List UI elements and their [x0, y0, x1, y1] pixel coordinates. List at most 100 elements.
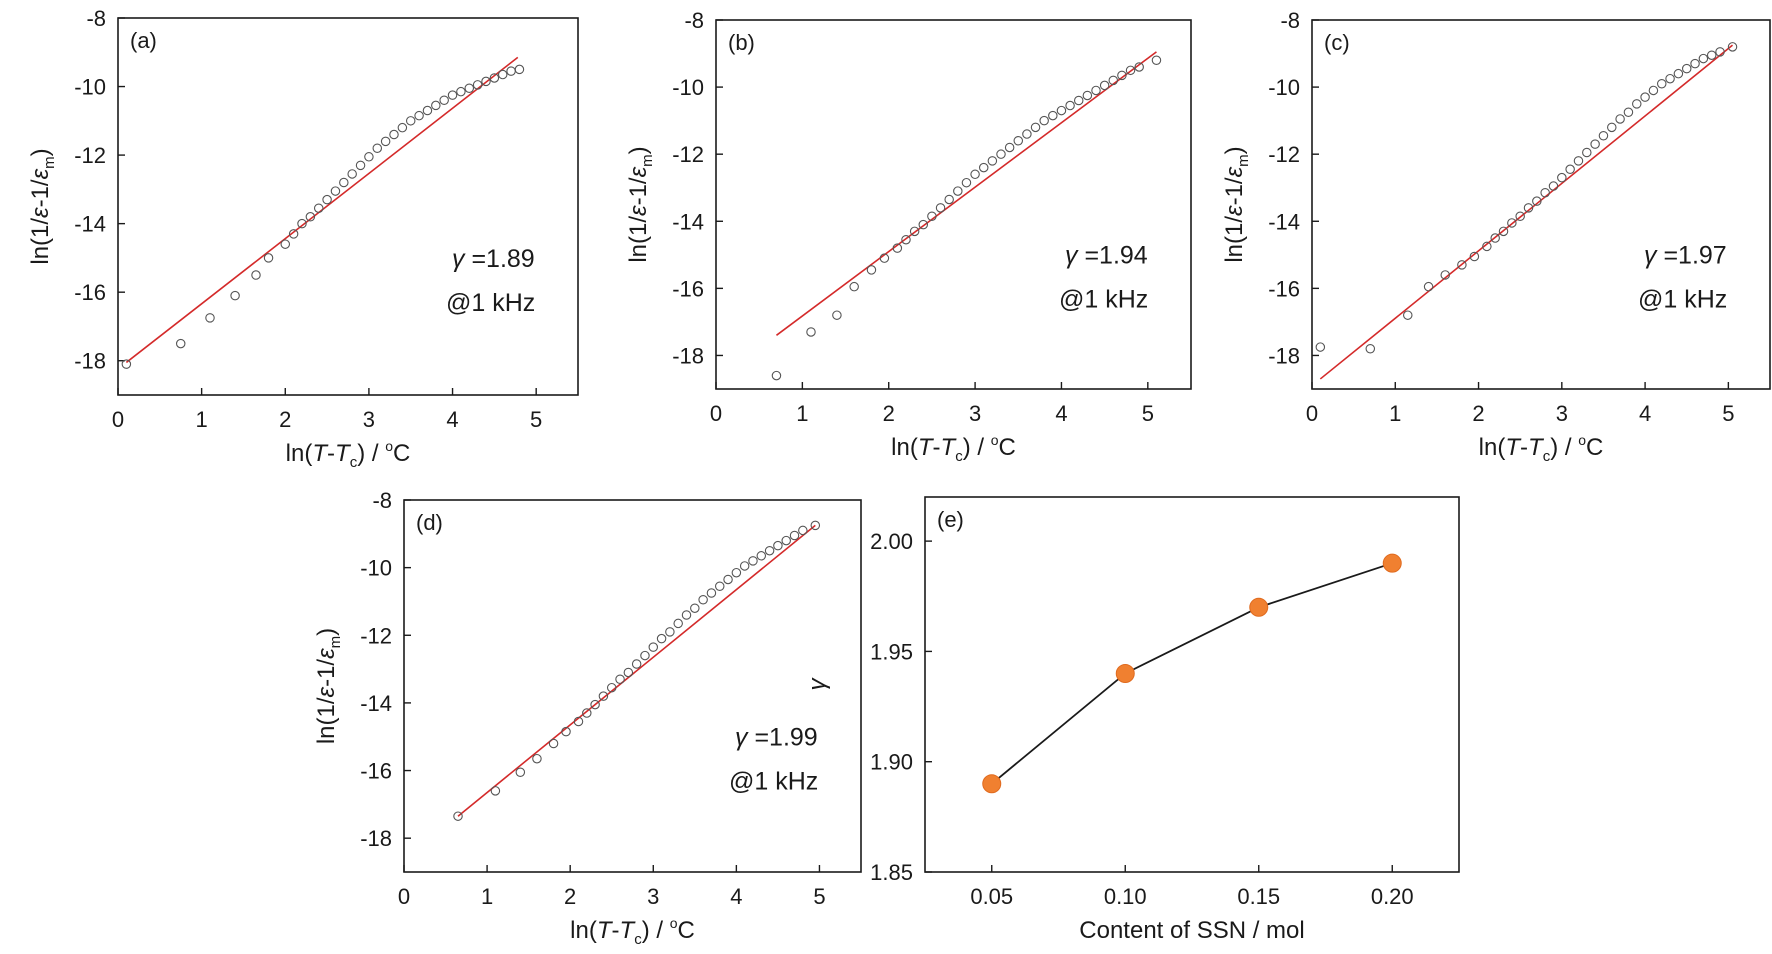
panel-a: 0 1 2 3 4 5 -8 -10 -12 -14 -16 -18 (a) ln(T-Tc) / oC l… — [27, 6, 579, 471]
data-point — [1515, 211, 1525, 221]
y-axis-title: γ — [804, 677, 831, 691]
x-tick-label: 3 — [363, 407, 375, 432]
data-point — [1727, 42, 1738, 52]
y-tick-label: 1.85 — [870, 860, 913, 885]
data-point — [548, 738, 559, 749]
y-tick-label: -16 — [74, 280, 106, 305]
data-point — [953, 186, 963, 196]
data-point — [372, 143, 383, 153]
data-point — [978, 162, 989, 173]
data-point — [1423, 281, 1434, 292]
series-line — [991, 562, 1393, 785]
data-point — [1440, 270, 1450, 280]
x-tick-label: 4 — [1639, 401, 1651, 426]
y-tick-label: 1.95 — [870, 639, 913, 664]
y-tick-label: 2.00 — [870, 529, 913, 554]
data-point — [665, 627, 675, 637]
x-tick-label: 3 — [969, 401, 981, 426]
y-tick-label: -12 — [360, 623, 392, 648]
data-point — [1548, 181, 1559, 191]
data-point — [397, 122, 408, 133]
plot-frame — [715, 19, 1192, 390]
x-tick-label: 5 — [1722, 401, 1734, 426]
data-point — [464, 83, 475, 94]
data-point — [901, 234, 911, 245]
y-tick-label: -10 — [1268, 75, 1300, 100]
data-point — [723, 574, 733, 585]
x-tick-label: 0.10 — [1104, 884, 1147, 909]
data-point — [1656, 78, 1667, 89]
data-point — [1039, 115, 1049, 126]
data-point — [1469, 251, 1480, 262]
data-point — [1673, 68, 1684, 79]
data-point — [756, 551, 767, 561]
data-point — [1490, 233, 1500, 243]
data-point — [1004, 142, 1015, 153]
y-tick-label: -18 — [1268, 343, 1300, 368]
data-point — [798, 525, 808, 536]
y-tick-label: -18 — [672, 343, 704, 368]
data-point — [764, 545, 775, 556]
plot-frame — [1311, 19, 1771, 390]
data-point — [175, 338, 186, 349]
data-point — [810, 520, 821, 531]
data-point — [1482, 241, 1492, 252]
y-axis-title: ln(1/ε-1/εm) — [1221, 146, 1252, 262]
data-point — [251, 270, 261, 280]
data-point — [1607, 122, 1617, 133]
data-point — [489, 73, 500, 83]
panel-d: 0 1 2 3 4 5 -8 -10 -12 -14 -16 -18 (d) ln(T-Tc) / oC l… — [313, 488, 862, 948]
y-tick-label: -18 — [360, 826, 392, 851]
data-point — [1125, 65, 1136, 76]
x-tick-label: 3 — [1556, 401, 1568, 426]
data-point — [1115, 663, 1135, 683]
x-tick-label: 0 — [710, 401, 722, 426]
data-point — [1403, 310, 1413, 320]
data-point — [731, 567, 742, 578]
data-point — [1030, 122, 1041, 133]
data-point — [773, 540, 783, 551]
data-point — [909, 226, 920, 237]
x-tick-label: 0.20 — [1371, 884, 1414, 909]
x-tick-label: 1 — [196, 407, 208, 432]
frequency-annotation: @1 kHz — [1638, 286, 1727, 314]
y-tick-label: -18 — [74, 349, 106, 374]
data-point — [439, 95, 449, 106]
y-tick-label: -10 — [672, 75, 704, 100]
x-tick-label: 4 — [446, 407, 458, 432]
data-point — [982, 774, 1002, 794]
y-tick-label: -10 — [360, 556, 392, 581]
x-tick-label: 1 — [481, 884, 493, 909]
panel-label: (a) — [130, 28, 157, 53]
data-point — [698, 595, 708, 605]
y-tick-label: 1.90 — [870, 750, 913, 775]
data-point — [806, 327, 816, 337]
data-point — [1249, 597, 1269, 617]
data-point — [1082, 90, 1093, 101]
data-point — [1523, 203, 1534, 213]
data-point — [927, 211, 937, 221]
x-tick-label: 5 — [813, 884, 825, 909]
y-axis-title: ln(1/ε-1/εm) — [625, 146, 656, 262]
panel-label: (b) — [728, 30, 755, 55]
data-point — [832, 310, 842, 320]
data-point — [515, 767, 526, 777]
x-tick-label: 2 — [279, 407, 291, 432]
data-point — [339, 177, 349, 188]
x-tick-label: 2 — [564, 884, 576, 909]
data-point — [615, 674, 625, 684]
data-point — [1315, 342, 1326, 352]
x-axis-title: Content of SSN / mol — [1079, 917, 1304, 944]
data-point — [866, 265, 877, 275]
data-point — [606, 682, 617, 693]
data-point — [364, 152, 374, 162]
y-tick-label: -14 — [74, 212, 106, 237]
x-tick-label: 0 — [398, 884, 410, 909]
panel-e: 0.05 0.10 0.15 0.20 1.85 1.90 1.95 2.00 (e) Conte… — [804, 496, 1460, 944]
data-point — [205, 313, 215, 323]
data-point — [673, 618, 683, 629]
y-tick-label: -12 — [672, 142, 704, 167]
x-tick-label: 0.15 — [1237, 884, 1280, 909]
data-point — [263, 253, 274, 263]
data-point — [944, 194, 954, 205]
